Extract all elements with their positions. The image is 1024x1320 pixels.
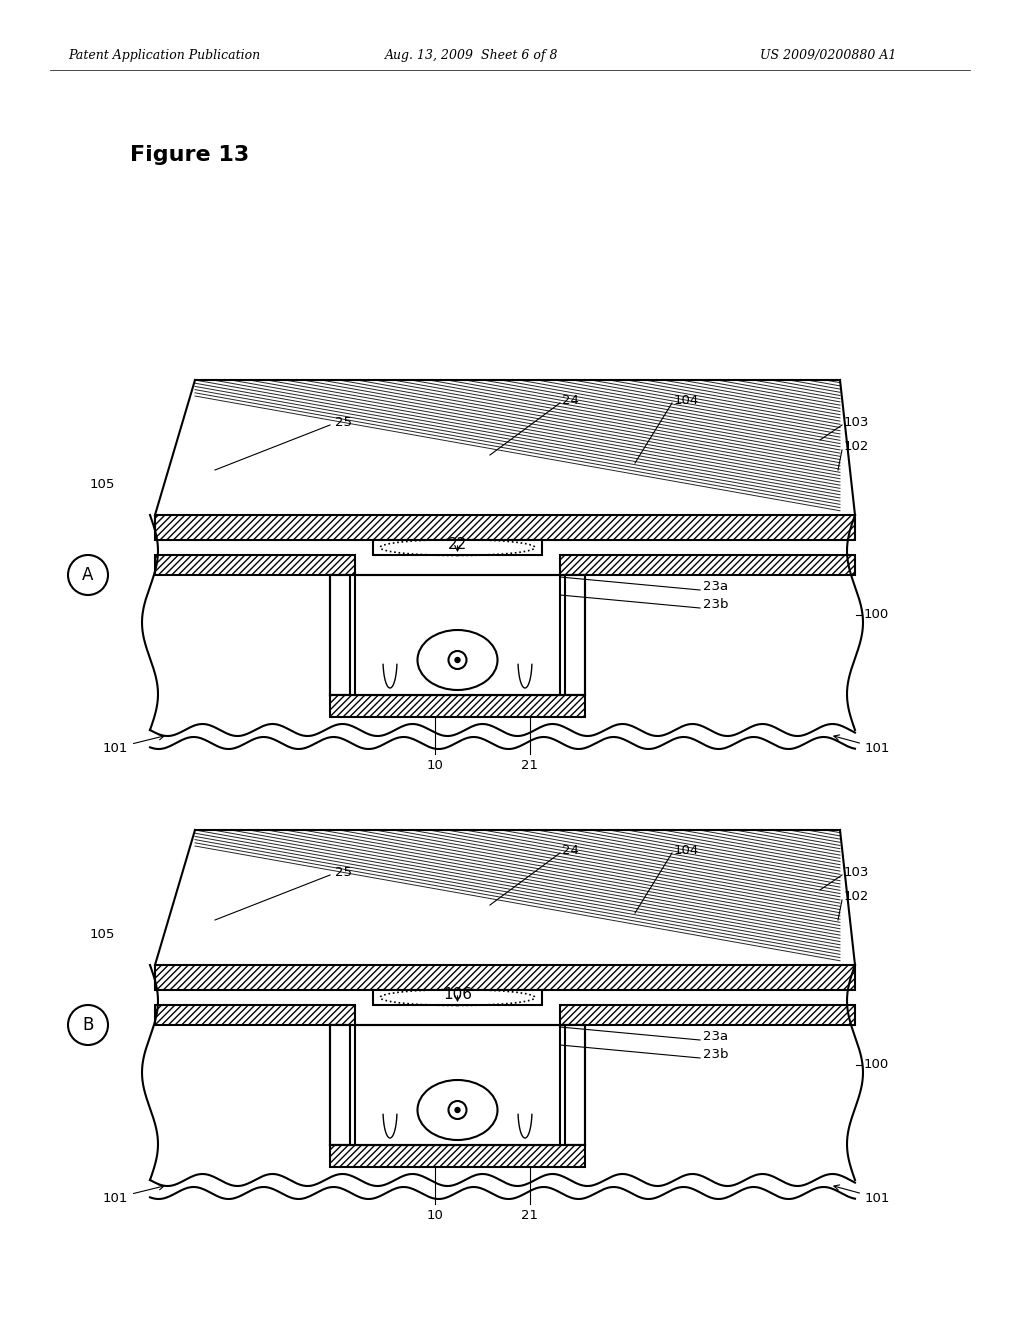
Text: 23b: 23b [703,1048,728,1061]
Text: 25: 25 [335,416,352,429]
Text: 10: 10 [427,1209,443,1222]
Bar [560,1005,855,1026]
Text: 24: 24 [562,393,579,407]
Text: 25: 25 [335,866,352,879]
Bar [330,1144,585,1167]
Text: Aug. 13, 2009  Sheet 6 of 8: Aug. 13, 2009 Sheet 6 of 8 [385,49,558,62]
Text: 103: 103 [844,416,869,429]
Circle shape [449,1101,467,1119]
Text: 23b: 23b [703,598,728,611]
Text: 102: 102 [844,441,869,454]
Bar [373,540,542,554]
Bar [355,576,560,696]
Bar [560,554,855,576]
Bar [330,696,585,717]
Bar [330,576,350,696]
Circle shape [455,657,460,663]
Text: 100: 100 [864,1059,889,1072]
Text: 106: 106 [443,987,472,1002]
Ellipse shape [418,1080,498,1140]
Bar [155,554,355,576]
Text: 24: 24 [562,843,579,857]
Text: 101: 101 [102,1184,164,1204]
Bar [155,1005,355,1026]
Text: 100: 100 [864,609,889,622]
Text: 105: 105 [90,928,115,941]
Text: 102: 102 [844,891,869,903]
Text: A: A [82,566,93,583]
Bar [565,1026,585,1144]
Text: 104: 104 [674,393,699,407]
Bar [565,576,585,696]
Bar [155,965,855,990]
Text: 105: 105 [90,479,115,491]
Circle shape [68,554,108,595]
Text: 103: 103 [844,866,869,879]
Bar [155,554,355,576]
Bar [155,965,855,990]
Text: 101: 101 [834,1185,891,1204]
Ellipse shape [418,630,498,690]
Text: B: B [82,1016,93,1034]
Circle shape [68,1005,108,1045]
Circle shape [449,651,467,669]
Text: 21: 21 [521,1209,539,1222]
Text: Figure 13: Figure 13 [130,145,249,165]
Text: Patent Application Publication: Patent Application Publication [68,49,260,62]
Text: 23a: 23a [703,581,728,594]
Bar [155,1005,355,1026]
Bar [560,554,855,576]
Text: 10: 10 [427,759,443,772]
Bar [373,990,542,1005]
Text: 23a: 23a [703,1031,728,1044]
Text: 101: 101 [102,735,164,755]
Bar [155,515,855,540]
Bar [330,696,585,717]
Bar [155,515,855,540]
Bar [355,1026,560,1144]
Text: 22: 22 [447,537,467,552]
Text: 101: 101 [834,735,891,755]
Text: US 2009/0200880 A1: US 2009/0200880 A1 [760,49,896,62]
Circle shape [455,1107,460,1113]
Bar [330,1144,585,1167]
Text: 21: 21 [521,759,539,772]
Text: 104: 104 [674,843,699,857]
Bar [560,1005,855,1026]
Bar [330,1026,350,1144]
